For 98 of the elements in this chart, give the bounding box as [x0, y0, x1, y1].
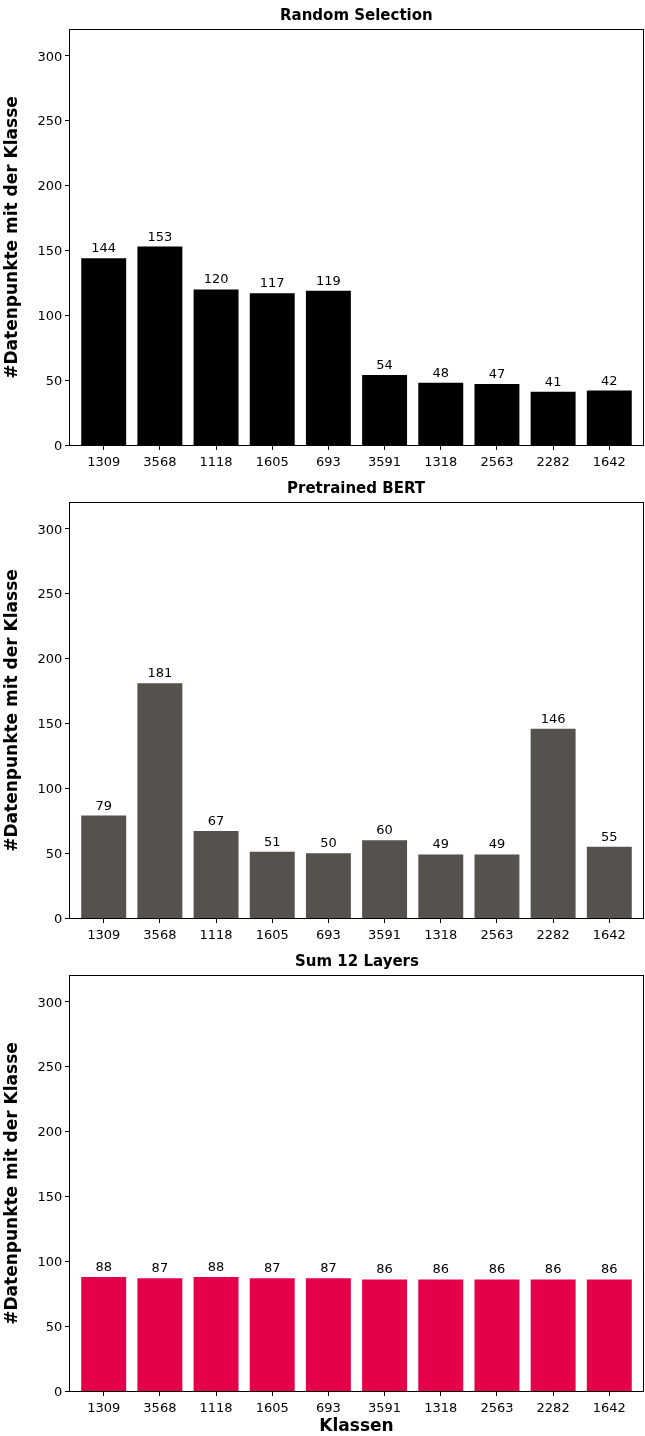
data-label: 47: [488, 366, 506, 382]
x-tick-label: 1642: [592, 1399, 626, 1415]
y-tick-label: 100: [37, 780, 63, 796]
data-label: 153: [147, 228, 173, 244]
x-tick-label: 1318: [424, 926, 458, 942]
y-tick-label: 150: [37, 1189, 63, 1205]
y-tick-label: 250: [37, 113, 63, 129]
y-tick-label: 0: [54, 910, 63, 926]
data-label: 60: [376, 822, 393, 838]
data-label: 51: [263, 833, 281, 849]
bar: [81, 815, 127, 918]
y-axis-title: #Datenpunkte mit der Klasse: [1, 569, 22, 852]
data-label: 41: [544, 373, 562, 389]
bar: [418, 854, 464, 918]
data-label: 48: [432, 364, 450, 380]
data-label: 86: [376, 1261, 393, 1277]
data-label: 86: [432, 1261, 450, 1277]
x-tick-label: 1309: [87, 453, 121, 469]
data-label: 144: [91, 240, 117, 256]
bar: [305, 853, 351, 918]
x-tick-label: 2563: [480, 1399, 514, 1415]
y-tick-label: 300: [37, 48, 63, 64]
data-label: 146: [540, 710, 566, 726]
data-label: 67: [207, 813, 225, 829]
data-label: 119: [316, 272, 341, 288]
bar: [137, 683, 183, 918]
y-tick-label: 50: [45, 845, 63, 861]
x-tick-label: 1309: [87, 1399, 121, 1415]
y-tick-label: 150: [37, 243, 63, 259]
bar: [362, 840, 408, 918]
data-label: 50: [320, 835, 337, 851]
data-label: 86: [601, 1261, 618, 1277]
x-tick-label: 1318: [424, 1399, 458, 1415]
data-label: 87: [151, 1260, 169, 1276]
x-tick-label: 1118: [199, 926, 233, 942]
data-label: 117: [259, 275, 285, 291]
data-label: 87: [320, 1260, 337, 1276]
y-tick-label: 250: [37, 586, 63, 602]
y-tick-label: 0: [54, 437, 63, 453]
x-tick-label: 3591: [368, 453, 402, 469]
data-label: 86: [544, 1261, 562, 1277]
x-tick-label: 1605: [255, 453, 289, 469]
bar: [474, 854, 520, 918]
y-tick-label: 300: [37, 994, 63, 1010]
y-tick-label: 100: [37, 307, 63, 323]
y-tick-label: 300: [37, 521, 63, 537]
x-tick-label: 3568: [143, 453, 177, 469]
x-tick-label: 693: [316, 926, 341, 942]
data-label: 54: [376, 356, 393, 372]
x-tick-label: 2282: [536, 1399, 570, 1415]
x-tick-label: 2563: [480, 453, 514, 469]
x-tick-label: 693: [316, 453, 341, 469]
y-axis-title: #Datenpunkte mit der Klasse: [1, 1042, 22, 1325]
data-label: 79: [95, 797, 112, 813]
y-tick-label: 200: [37, 1124, 63, 1140]
x-tick-label: 3591: [368, 1399, 402, 1415]
data-label: 55: [601, 828, 618, 844]
bar: [530, 728, 576, 918]
x-tick-label: 1605: [255, 926, 289, 942]
x-tick-label: 3568: [143, 1399, 177, 1415]
bar: [249, 851, 295, 918]
x-tick-label: 2563: [480, 926, 514, 942]
x-tick-label: 1309: [87, 926, 121, 942]
y-tick-label: 100: [37, 1253, 63, 1269]
y-axis-title: #Datenpunkte mit der Klasse: [1, 96, 22, 379]
data-label: 88: [95, 1258, 112, 1274]
y-tick-label: 200: [37, 178, 63, 194]
data-label: 87: [263, 1260, 281, 1276]
chart-title: Sum 12 Layers: [295, 952, 419, 970]
x-tick-label: 1318: [424, 453, 458, 469]
chart-title: Pretrained BERT: [287, 479, 426, 497]
data-label: 88: [207, 1258, 225, 1274]
x-tick-label: 1118: [199, 453, 233, 469]
y-tick-label: 0: [54, 1383, 63, 1399]
x-tick-label: 1118: [199, 1399, 233, 1415]
chart-title: Random Selection: [280, 6, 433, 24]
data-label: 49: [488, 836, 506, 852]
y-tick-label: 250: [37, 1059, 63, 1075]
data-label: 120: [203, 271, 229, 287]
y-tick-label: 50: [45, 372, 63, 388]
data-label: 86: [488, 1261, 506, 1277]
y-tick-label: 50: [45, 1318, 63, 1334]
y-tick-label: 200: [37, 651, 63, 667]
x-tick-label: 1642: [592, 926, 626, 942]
x-axis-title: Klassen: [319, 1414, 394, 1435]
x-tick-label: 3568: [143, 926, 177, 942]
x-tick-label: 2282: [536, 453, 570, 469]
data-label: 42: [601, 372, 618, 388]
x-tick-label: 1642: [592, 453, 626, 469]
x-tick-label: 693: [316, 1399, 341, 1415]
bar: [586, 846, 632, 918]
y-tick-label: 150: [37, 716, 63, 732]
x-tick-label: 2282: [536, 926, 570, 942]
data-label: 181: [147, 665, 173, 681]
x-tick-label: 1605: [255, 1399, 289, 1415]
data-label: 49: [432, 836, 450, 852]
x-tick-label: 3591: [368, 926, 402, 942]
bar: [193, 831, 239, 918]
